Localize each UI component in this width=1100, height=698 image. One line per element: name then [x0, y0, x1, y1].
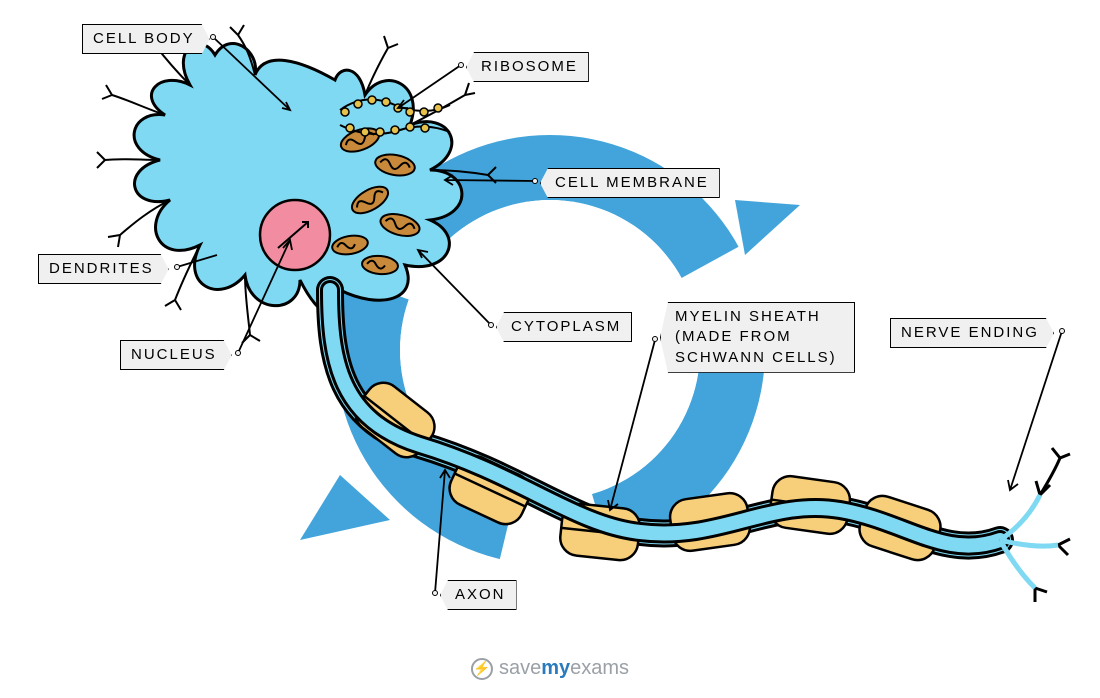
- watermark-icon: ⚡: [471, 658, 493, 680]
- label-nerve-ending: NERVE ENDING: [890, 318, 1054, 348]
- label-cell-body: CELL BODY: [82, 24, 210, 54]
- watermark: ⚡ savemyexams: [471, 657, 629, 680]
- label-dot: [1059, 328, 1065, 334]
- label-dendrites: DENDRITES: [38, 254, 169, 284]
- label-text: MYELIN SHEATH (MADE FROM SCHWANN CELLS): [675, 308, 837, 366]
- label-myelin-sheath: MYELIN SHEATH (MADE FROM SCHWANN CELLS): [660, 302, 855, 373]
- label-axon: AXON: [440, 580, 517, 610]
- watermark-text: savemyexams: [499, 657, 629, 680]
- label-dot: [488, 322, 494, 328]
- label-dot: [235, 350, 241, 356]
- label-text: NERVE ENDING: [901, 324, 1039, 341]
- label-text: CYTOPLASM: [511, 318, 621, 335]
- label-text: CELL MEMBRANE: [555, 174, 709, 191]
- label-dot: [652, 336, 658, 342]
- label-cytoplasm: CYTOPLASM: [496, 312, 632, 342]
- label-text: NUCLEUS: [131, 346, 217, 363]
- nucleus-shape: [260, 200, 330, 270]
- label-cell-membrane: CELL MEMBRANE: [540, 168, 720, 198]
- label-dot: [174, 264, 180, 270]
- label-nucleus: NUCLEUS: [120, 340, 232, 370]
- label-text: CELL BODY: [93, 30, 195, 47]
- label-text: RIBOSOME: [481, 58, 578, 75]
- label-ribosome: RIBOSOME: [466, 52, 589, 82]
- nerve-ending-shape: [1000, 448, 1070, 602]
- label-text: AXON: [455, 586, 506, 603]
- label-dot: [458, 62, 464, 68]
- cell-body-shape: [97, 25, 496, 343]
- diagram-stage: CELL BODY RIBOSOME CELL MEMBRANE DENDRIT…: [0, 0, 1100, 698]
- label-dot: [532, 178, 538, 184]
- label-text: DENDRITES: [49, 260, 154, 277]
- label-dot: [210, 34, 216, 40]
- label-dot: [432, 590, 438, 596]
